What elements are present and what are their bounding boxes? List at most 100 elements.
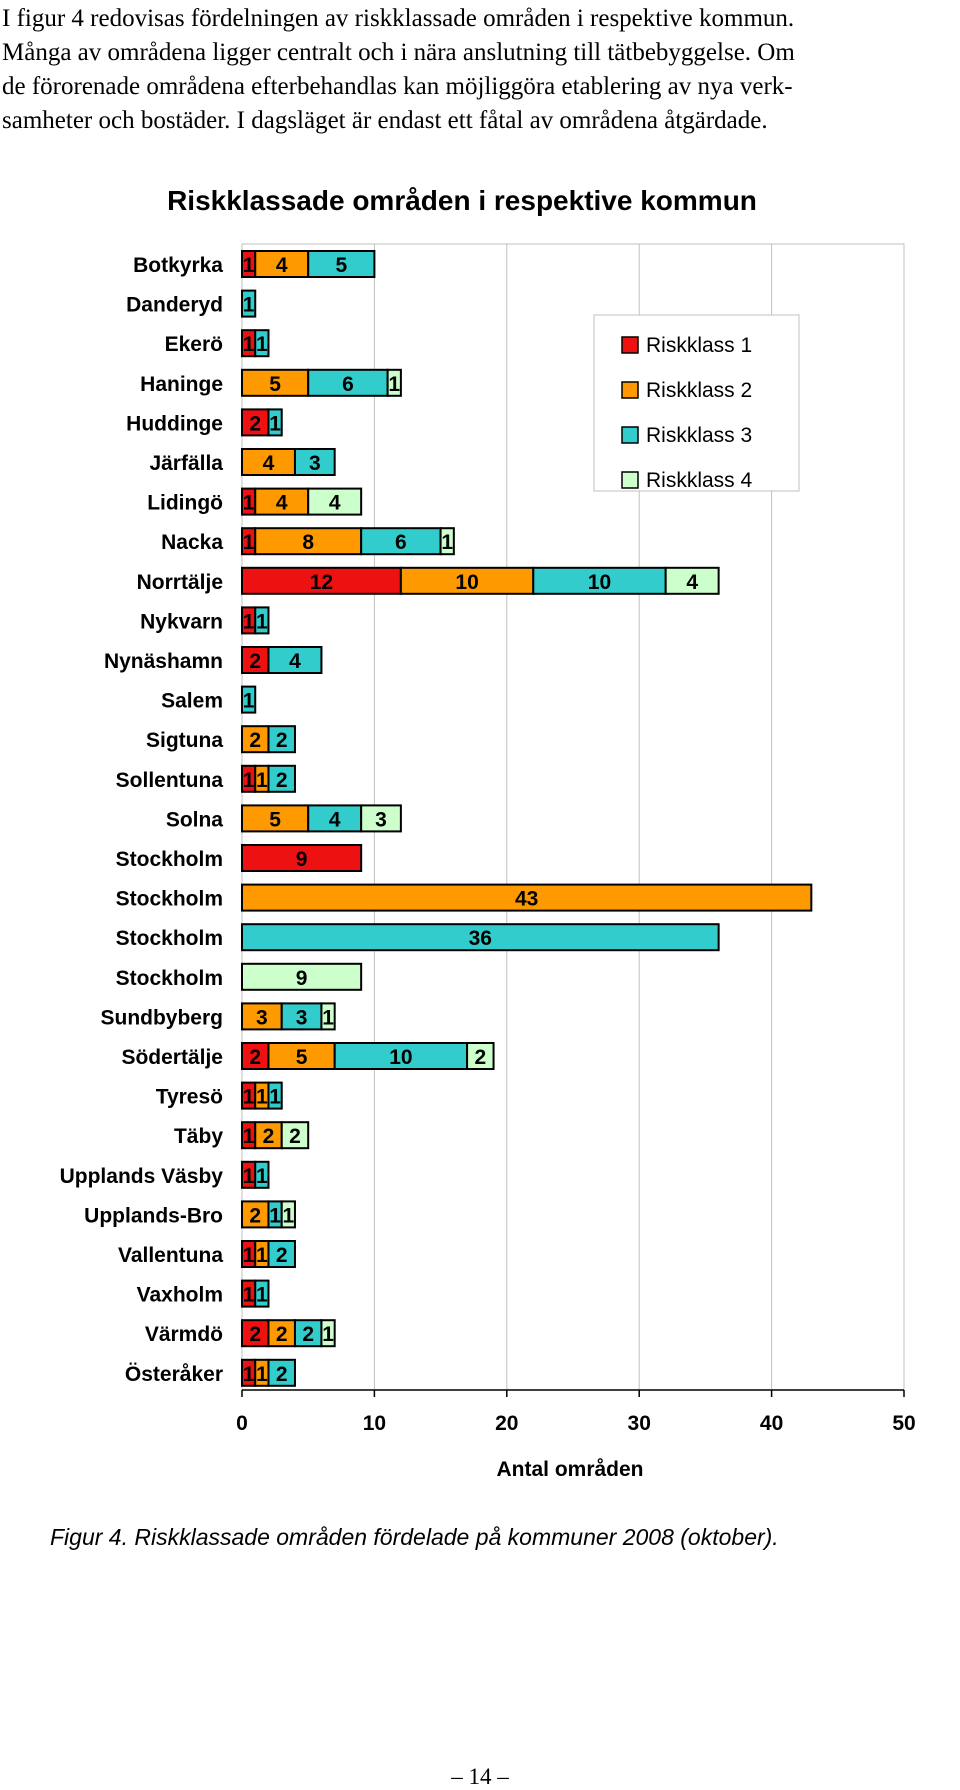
data-label: 2: [249, 650, 261, 673]
x-tick-label: 30: [628, 1412, 651, 1435]
data-label: 1: [243, 1125, 255, 1148]
data-label: 9: [296, 967, 308, 990]
legend-label: Riskklass 1: [646, 334, 752, 357]
data-label: 1: [243, 769, 255, 792]
data-label: 36: [469, 927, 492, 950]
intro-line: de förorenade områdena efterbehandlas ka…: [2, 73, 793, 100]
bar-segment: [360, 804, 402, 833]
bar-segment: [254, 250, 310, 278]
bar-segment: [280, 1200, 296, 1229]
data-label: 1: [243, 690, 255, 713]
data-label: 2: [249, 1204, 261, 1227]
x-tick-label: 50: [892, 1412, 915, 1435]
data-label: 3: [375, 808, 387, 831]
category-label: Vallentuna: [118, 1244, 223, 1267]
category-label: Sollentuna: [116, 769, 224, 792]
category-label: Sigtuna: [146, 729, 223, 752]
data-label: 1: [243, 254, 255, 277]
data-label: 2: [249, 1046, 261, 1069]
data-label: 5: [296, 1046, 308, 1069]
data-label: 1: [256, 1363, 268, 1386]
data-label: 1: [243, 333, 255, 356]
data-label: 9: [296, 848, 308, 871]
data-label: 5: [269, 373, 281, 396]
x-tick-label: 20: [495, 1412, 518, 1435]
data-label: 4: [686, 571, 698, 594]
data-label: 2: [276, 729, 288, 752]
data-label: 1: [256, 1165, 268, 1188]
bar-segment: [254, 1160, 270, 1189]
data-label: 1: [243, 294, 255, 317]
data-label: 1: [256, 610, 268, 633]
data-label: 1: [243, 1363, 255, 1386]
bar-segment: [241, 289, 257, 318]
category-label: Lidingö: [147, 492, 223, 515]
data-label: 2: [249, 1323, 261, 1346]
data-label: 1: [322, 1006, 334, 1029]
data-label: 2: [302, 1323, 314, 1346]
category-label: Ekerö: [165, 333, 223, 356]
category-label: Södertälje: [121, 1046, 223, 1069]
bar-segment: [399, 566, 535, 595]
data-label: 1: [441, 531, 453, 554]
intro-line: I figur 4 redovisas fördelningen av risk…: [2, 5, 795, 32]
x-tick-label: 40: [760, 1412, 783, 1435]
data-label: 1: [282, 1204, 294, 1227]
bar-segment: [293, 1319, 323, 1348]
data-label: 2: [263, 1125, 275, 1148]
intro-line: Många av områdena ligger centralt och i …: [2, 39, 795, 66]
category-label: Salem: [161, 690, 223, 713]
data-label: 1: [243, 1165, 255, 1188]
bar-segment: [241, 1042, 270, 1070]
bar-segment: [254, 606, 270, 635]
data-label: 8: [302, 531, 314, 554]
page-number: – 14 –: [451, 1764, 509, 1789]
data-label: 1: [256, 1086, 268, 1109]
data-label: 6: [395, 531, 407, 554]
bar-segment: [386, 368, 402, 397]
bar-segment: [664, 566, 720, 595]
bar-segment: [267, 764, 296, 793]
category-label: Upplands Väsby: [60, 1165, 224, 1188]
bar-segment: [307, 368, 389, 397]
bar-segment: [466, 1042, 495, 1070]
data-label: 4: [263, 452, 275, 475]
data-label: 43: [515, 888, 538, 911]
bar-segment: [267, 1081, 283, 1110]
data-label: 2: [276, 1323, 288, 1346]
bar-segment: [267, 1358, 296, 1387]
bar-segment: [333, 1042, 469, 1070]
bar-segment: [254, 527, 363, 556]
data-label: 5: [269, 808, 281, 831]
legend-swatch: [621, 381, 639, 399]
data-label: 4: [276, 492, 288, 515]
x-tick-label: 10: [363, 1412, 386, 1435]
category-label: Stockholm: [116, 848, 223, 871]
figure-caption: Figur 4. Riskklassade områden fördelade …: [50, 1524, 779, 1550]
legend-swatch: [621, 336, 639, 354]
data-label: 1: [269, 1086, 281, 1109]
category-label: Upplands-Bro: [84, 1204, 223, 1227]
category-label: Tyresö: [156, 1086, 223, 1109]
data-label: 1: [322, 1323, 334, 1346]
bar-segment: [267, 725, 296, 754]
bar-segment: [267, 1319, 296, 1348]
data-label: 1: [243, 492, 255, 515]
bar-segment: [293, 448, 336, 476]
data-label: 1: [256, 1244, 268, 1267]
category-label: Täby: [174, 1125, 223, 1148]
bar-segment: [241, 883, 813, 912]
data-label: 2: [249, 729, 261, 752]
category-label: Sundbyberg: [100, 1006, 223, 1029]
category-label: Haninge: [140, 373, 223, 396]
intro-line: samheter och bostäder. I dagsläget är en…: [2, 107, 768, 134]
category-label: Nynäshamn: [104, 650, 223, 673]
category-label: Järfälla: [149, 452, 223, 475]
data-label: 2: [474, 1046, 486, 1069]
data-label: 10: [455, 571, 478, 594]
category-label: Danderyd: [126, 294, 223, 317]
bar-segment: [241, 1319, 270, 1348]
legend-label: Riskklass 4: [646, 469, 753, 492]
bar-segment: [241, 962, 363, 991]
stacked-bar-chart: Riskklassade områden i respektive kommun…: [60, 185, 916, 1481]
